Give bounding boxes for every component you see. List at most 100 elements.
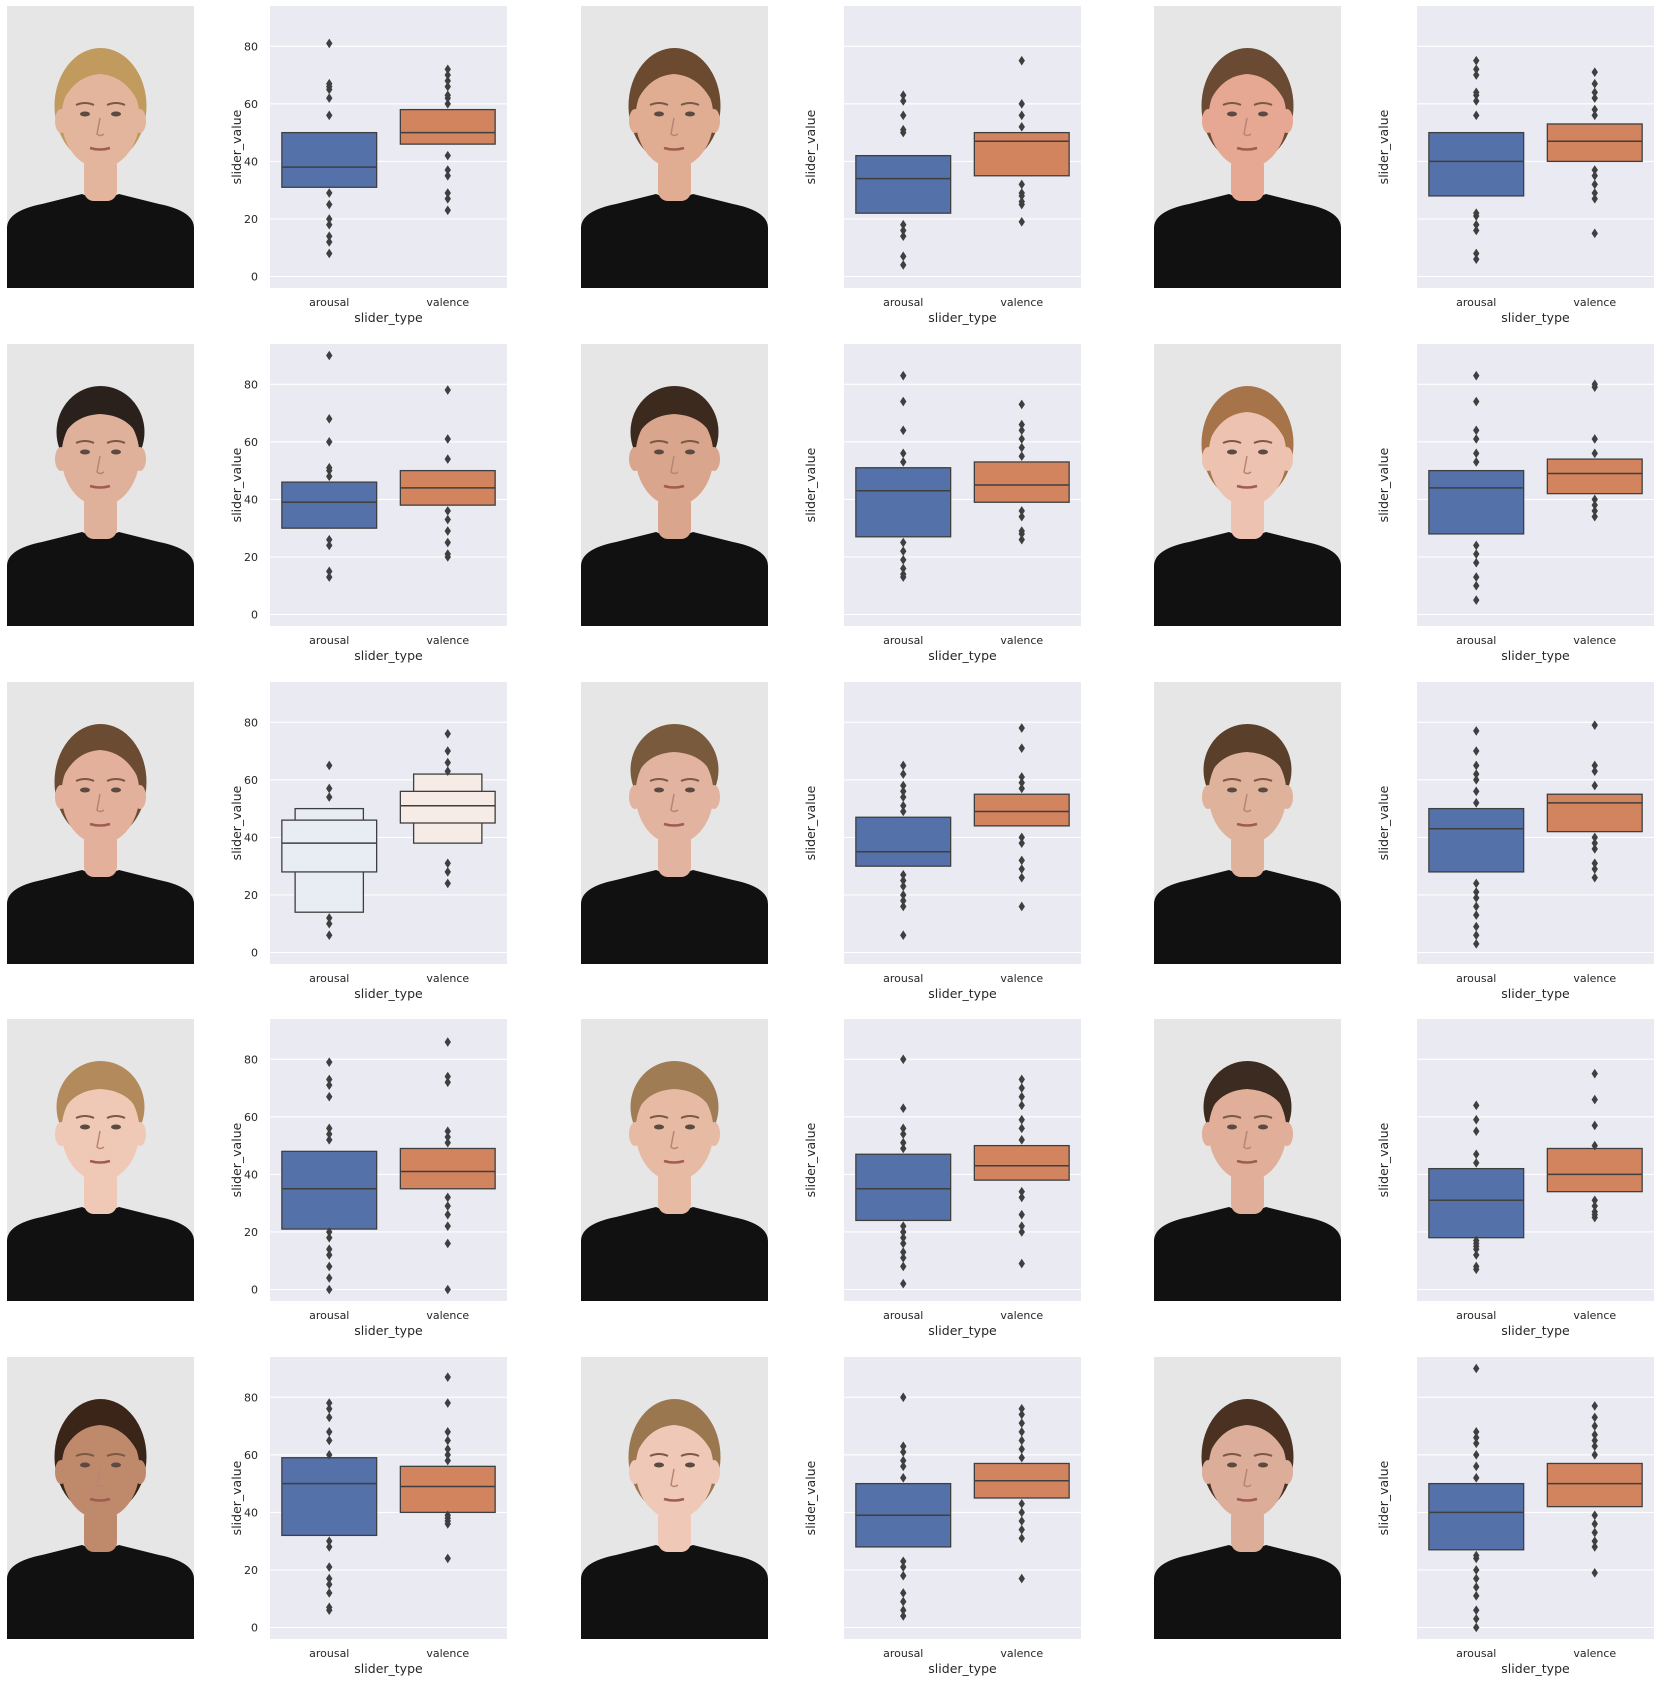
flier-point <box>1473 1114 1480 1125</box>
flier-point <box>900 1143 907 1154</box>
flier-point <box>1473 572 1480 582</box>
flier-point <box>1591 1401 1598 1411</box>
flier-point <box>900 1227 907 1237</box>
y-tick-label: 0 <box>251 270 258 283</box>
flier-point <box>444 76 451 86</box>
flier-point <box>444 99 451 109</box>
flier-point <box>1591 1519 1598 1529</box>
flier-point <box>326 1450 333 1460</box>
flier-point <box>900 1221 907 1231</box>
flier-point <box>1591 1120 1598 1131</box>
y-axis-label: slider_value <box>1376 447 1391 522</box>
flier-point <box>444 1455 451 1466</box>
flier-point <box>444 1209 451 1220</box>
flier-point <box>1473 1432 1480 1443</box>
box-valence <box>973 461 1070 503</box>
x-tick-label: valence <box>1573 1647 1616 1660</box>
flier-point <box>1473 1235 1480 1246</box>
flier-point <box>1473 225 1480 236</box>
flier-point <box>900 1103 907 1114</box>
flier-point <box>326 1562 333 1572</box>
flier-point <box>1018 110 1025 121</box>
box-arousal <box>1428 469 1525 535</box>
flier-point <box>900 1611 907 1621</box>
flier-point <box>326 199 333 210</box>
flier-point <box>444 1192 451 1203</box>
flier-point <box>900 800 907 811</box>
flier-point <box>1018 217 1025 227</box>
x-tick-label: valence <box>426 972 469 985</box>
flier-point <box>1018 1418 1025 1428</box>
x-tick-label: valence <box>1000 972 1043 985</box>
flier-point <box>900 370 907 381</box>
flier-point <box>1591 1536 1598 1546</box>
y-tick-label: 0 <box>251 946 258 959</box>
flier-point <box>1591 858 1598 869</box>
x-tick-label: valence <box>1000 296 1043 309</box>
flier-point <box>1018 1444 1025 1454</box>
flier-point <box>1591 193 1598 204</box>
flier-point <box>1018 1114 1025 1125</box>
flier-point <box>1591 379 1598 390</box>
boxplot-panel-3: arousal valence slider_type slider_value <box>1376 6 1654 325</box>
box-arousal <box>281 481 378 529</box>
y-axis-label: slider_value <box>803 1122 818 1197</box>
flier-point <box>326 566 333 577</box>
flier-point <box>1018 1452 1025 1463</box>
x-tick-label: arousal <box>883 1309 923 1322</box>
face-photo-5 <box>581 344 768 626</box>
flier-point <box>1591 1140 1598 1151</box>
flier-point <box>1591 93 1598 103</box>
face-photo-2 <box>581 6 768 288</box>
flier-point <box>1591 1527 1598 1538</box>
flier-point <box>1473 248 1480 259</box>
x-tick-label: valence <box>1573 296 1616 309</box>
y-tick-label: 40 <box>244 155 258 168</box>
x-axis-label: slider_type <box>354 1323 423 1338</box>
flier-point <box>1591 1568 1598 1578</box>
x-tick-label: arousal <box>1456 1647 1496 1660</box>
box-valence <box>399 1147 496 1190</box>
flier-point <box>1018 864 1025 874</box>
x-tick-label: valence <box>426 1647 469 1660</box>
flier-point <box>326 462 333 473</box>
flier-point <box>444 1238 451 1249</box>
x-axis-label: slider_type <box>354 986 423 1001</box>
y-axis-label: slider_value <box>229 1122 244 1197</box>
flier-point <box>326 1412 333 1423</box>
flier-point <box>1473 930 1480 941</box>
flier-point <box>1591 494 1598 505</box>
x-tick-label: arousal <box>1456 972 1496 985</box>
flier-point <box>1473 370 1480 381</box>
flier-point <box>326 534 333 545</box>
y-tick-label: 20 <box>244 1564 258 1577</box>
flier-point <box>900 569 907 580</box>
flier-point <box>444 858 451 869</box>
flier-point <box>1473 921 1480 932</box>
flier-point <box>900 457 907 467</box>
face-photo-1 <box>7 6 194 288</box>
flier-point <box>1473 208 1480 218</box>
flier-point <box>1473 798 1480 808</box>
flier-point <box>1591 872 1598 883</box>
x-tick-label: arousal <box>309 634 349 647</box>
flier-point <box>1018 506 1025 516</box>
flier-point <box>900 563 907 574</box>
flier-point <box>1473 96 1480 106</box>
flier-point <box>1473 1250 1480 1260</box>
flier-point <box>1473 1261 1480 1272</box>
flier-point <box>1018 55 1025 66</box>
flier-point <box>1591 67 1598 77</box>
flier-point <box>1591 1450 1598 1460</box>
flier-point <box>1591 864 1598 874</box>
flier-point <box>1473 1126 1480 1137</box>
flier-point <box>326 1091 333 1102</box>
flier-point <box>326 1129 333 1139</box>
y-tick-label: 60 <box>244 1449 258 1462</box>
box-valence <box>973 1144 1070 1181</box>
flier-point <box>900 1253 907 1263</box>
flier-point <box>1018 434 1025 444</box>
flier-point <box>326 930 333 941</box>
flier-point <box>1591 87 1598 98</box>
boxplot-panel-15: arousal valence slider_type slider_value <box>1376 1357 1654 1676</box>
